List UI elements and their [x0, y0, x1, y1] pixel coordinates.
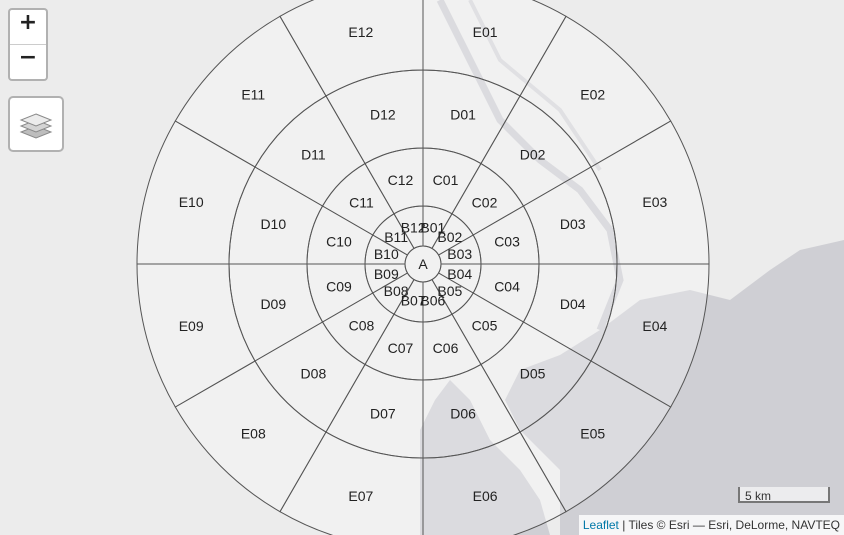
bay-water [505, 240, 844, 535]
zone-label-E08: E08 [241, 426, 266, 442]
zone-label-B12: B12 [401, 219, 426, 235]
zones-layer [136, 0, 710, 535]
zone-label-D08: D08 [301, 366, 327, 382]
layers-control-button[interactable] [8, 96, 64, 152]
harbor-water [420, 380, 550, 535]
zone-label-D10: D10 [260, 216, 286, 232]
water-layer [420, 0, 844, 535]
zone-label-C05: C05 [472, 318, 498, 334]
zone-label-B03: B03 [447, 246, 472, 262]
zone-label-C07: C07 [388, 340, 414, 356]
zone-label-C08: C08 [349, 318, 375, 334]
zone-label-E02: E02 [580, 86, 605, 102]
attribution-separator: | [618, 518, 629, 532]
zone-label-E07: E07 [348, 488, 373, 504]
zone-label-B07: B07 [401, 293, 426, 309]
zone-label-C02: C02 [472, 194, 498, 210]
zone-label-C11: C11 [349, 194, 374, 210]
zone-label-B05: B05 [437, 283, 462, 299]
zone-label-B06: B06 [420, 293, 445, 309]
zone-E12[interactable] [279, 0, 424, 97]
attribution: Leaflet | Tiles © Esri — Esri, DeLorme, … [578, 515, 844, 535]
zone-E06[interactable] [422, 431, 567, 535]
zone-label-D11: D11 [301, 146, 326, 162]
zone-label-C10: C10 [326, 233, 352, 249]
zone-label-E10: E10 [179, 194, 204, 210]
zone-label-B11: B11 [384, 229, 408, 245]
zone-label-D07: D07 [370, 406, 396, 422]
zone-label-D01: D01 [450, 106, 476, 122]
attribution-text: Tiles © Esri — Esri, DeLorme, NAVTEQ [628, 518, 840, 532]
zoom-control: + − [8, 8, 48, 81]
zone-label-D04: D04 [560, 296, 586, 312]
zone-label-E12: E12 [348, 24, 373, 40]
scale-bar: 5 km [738, 487, 830, 503]
zone-label-E11: E11 [241, 86, 265, 102]
zone-label-E03: E03 [642, 194, 667, 210]
zone-label-B01: B01 [420, 219, 445, 235]
layers-icon [19, 113, 53, 139]
zone-label-B09: B09 [374, 266, 399, 282]
zone-label-E04: E04 [642, 318, 667, 334]
zone-label-B02: B02 [437, 229, 462, 245]
zone-label-C04: C04 [494, 279, 520, 295]
zone-label-C12: C12 [388, 172, 414, 188]
zone-label-A: A [418, 256, 428, 272]
zone-label-D06: D06 [450, 406, 476, 422]
leaflet-link[interactable]: Leaflet [582, 518, 619, 532]
zone-label-E05: E05 [580, 426, 605, 442]
zone-label-C06: C06 [433, 340, 459, 356]
zone-label-D05: D05 [520, 366, 546, 382]
zone-label-C03: C03 [494, 233, 520, 249]
zone-label-C01: C01 [433, 172, 459, 188]
zone-label-D03: D03 [560, 216, 586, 232]
zone-label-D02: D02 [520, 146, 546, 162]
canal-water [468, 0, 602, 172]
zoom-in-button[interactable]: + [18, 10, 38, 35]
zone-label-D12: D12 [370, 106, 396, 122]
zone-label-C09: C09 [326, 279, 352, 295]
zone-label-B10: B10 [374, 246, 399, 262]
zone-label-B04: B04 [447, 266, 472, 282]
zone-label-B08: B08 [384, 283, 409, 299]
zone-label-D09: D09 [260, 296, 286, 312]
zone-label-E09: E09 [179, 318, 204, 334]
zone-label-E06: E06 [473, 488, 498, 504]
zone-label-E01: E01 [473, 24, 498, 40]
zoom-out-button[interactable]: − [10, 44, 46, 79]
